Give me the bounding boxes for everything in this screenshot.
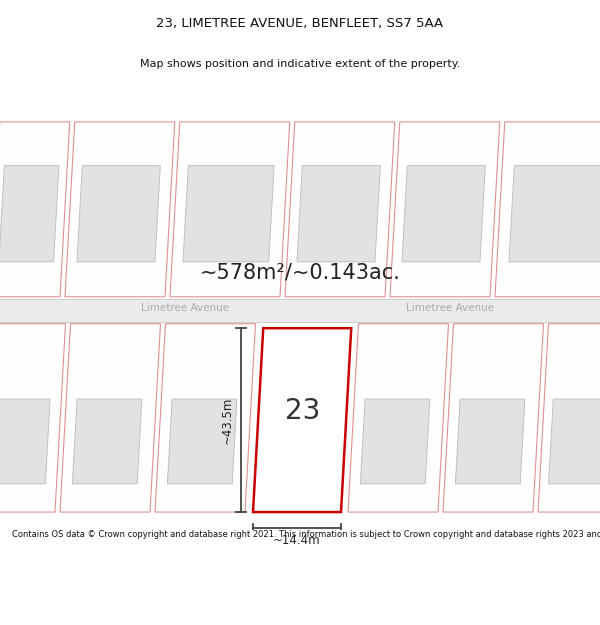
- Polygon shape: [443, 324, 544, 512]
- Polygon shape: [0, 399, 50, 484]
- Polygon shape: [170, 122, 290, 297]
- Text: 23, LIMETREE AVENUE, BENFLEET, SS7 5AA: 23, LIMETREE AVENUE, BENFLEET, SS7 5AA: [157, 17, 443, 30]
- Polygon shape: [0, 324, 65, 512]
- Polygon shape: [348, 324, 449, 512]
- Text: ~43.5m: ~43.5m: [221, 396, 233, 444]
- Text: 23: 23: [285, 397, 320, 425]
- Polygon shape: [77, 166, 160, 262]
- Polygon shape: [495, 122, 600, 297]
- Polygon shape: [155, 324, 256, 512]
- Polygon shape: [361, 399, 430, 484]
- Text: Contains OS data © Crown copyright and database right 2021. This information is : Contains OS data © Crown copyright and d…: [12, 530, 600, 539]
- Text: ~578m²/~0.143ac.: ~578m²/~0.143ac.: [200, 262, 401, 282]
- Polygon shape: [548, 399, 600, 484]
- Bar: [0, 299, 600, 322]
- Polygon shape: [73, 399, 142, 484]
- Text: ~14.4m: ~14.4m: [273, 534, 321, 548]
- Polygon shape: [402, 166, 485, 262]
- Polygon shape: [390, 122, 500, 297]
- Polygon shape: [538, 324, 600, 512]
- Polygon shape: [0, 166, 59, 262]
- Polygon shape: [297, 166, 380, 262]
- Polygon shape: [253, 328, 351, 512]
- Polygon shape: [60, 324, 161, 512]
- Polygon shape: [285, 122, 395, 297]
- Polygon shape: [167, 399, 237, 484]
- Polygon shape: [455, 399, 525, 484]
- Polygon shape: [65, 122, 175, 297]
- Polygon shape: [509, 166, 600, 262]
- Polygon shape: [183, 166, 274, 262]
- Text: Limetree Avenue: Limetree Avenue: [141, 304, 229, 314]
- Polygon shape: [0, 122, 70, 297]
- Text: Map shows position and indicative extent of the property.: Map shows position and indicative extent…: [140, 59, 460, 69]
- Text: Limetree Avenue: Limetree Avenue: [406, 304, 494, 314]
